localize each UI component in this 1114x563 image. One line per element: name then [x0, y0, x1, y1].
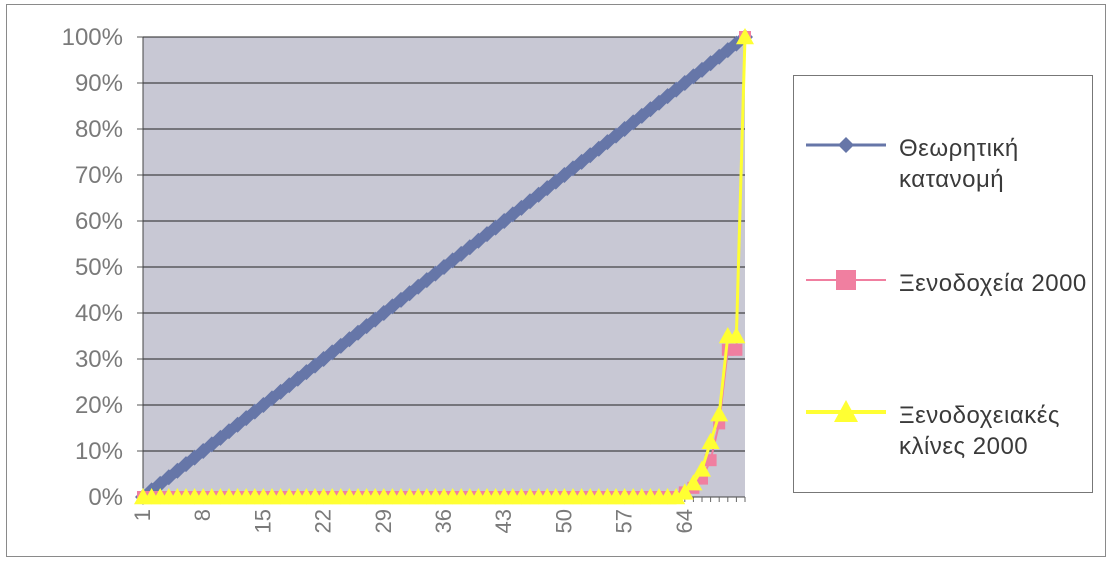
- y-tick-label: 0%: [88, 484, 123, 511]
- legend-item-series-2: Ξενοδοχεία 2000: [806, 266, 1091, 346]
- legend-label-series-1: Θεωρητική κατανομή: [899, 135, 1019, 193]
- x-tick-label: 8: [190, 509, 215, 521]
- series-point-beds: [701, 432, 720, 449]
- series-point-hotels: [730, 343, 743, 356]
- y-tick-label: 40%: [75, 300, 123, 327]
- y-tick-label: 70%: [75, 162, 123, 189]
- y-tick-label: 90%: [75, 70, 123, 97]
- y-tick-label: 60%: [75, 208, 123, 235]
- legend-marker-diamond: [806, 137, 886, 153]
- series-point-hotels: [704, 454, 717, 467]
- legend-label-series-3: Ξενοδοχειακές κλίνες 2000: [899, 402, 1060, 460]
- x-tick-label: 22: [311, 509, 336, 533]
- legend-item-series-3: Ξενοδοχειακές κλίνες 2000: [806, 398, 1091, 478]
- y-tick-label: 100%: [62, 24, 123, 51]
- chart-legend: Θεωρητική κατανομή Ξενοδοχεία 2000 Ξενοδ…: [793, 75, 1093, 493]
- y-tick-label: 10%: [75, 438, 123, 465]
- series-point-beds: [710, 405, 729, 422]
- series-point-beds: [675, 483, 694, 500]
- y-tick-label: 30%: [75, 346, 123, 373]
- series-point-beds: [684, 474, 703, 491]
- series-point-beds: [693, 460, 711, 477]
- y-tick-label: 50%: [75, 254, 123, 281]
- y-tick-label: 80%: [75, 116, 123, 143]
- x-tick-label: 36: [431, 509, 456, 533]
- x-tick-label: 1: [130, 509, 155, 521]
- legend-item-series-1: Θεωρητική κατανομή: [806, 131, 1091, 211]
- legend-marker-square: [806, 270, 886, 290]
- x-tick-label: 29: [371, 509, 396, 533]
- legend-label-series-2: Ξενοδοχεία 2000: [899, 270, 1087, 297]
- x-tick-label: 57: [612, 509, 637, 533]
- series-point-theoretical: [444, 252, 461, 269]
- series-point-beds: [727, 327, 746, 344]
- x-tick-label: 15: [250, 509, 275, 533]
- x-tick-label: 64: [672, 509, 697, 533]
- x-tick-label: 50: [551, 509, 576, 533]
- legend-marker-triangle: [806, 400, 886, 422]
- series-point-theoretical: [694, 61, 710, 78]
- series-point-beds: [736, 28, 754, 45]
- x-tick-label: 43: [491, 509, 516, 533]
- series-point-beds: [667, 488, 686, 505]
- y-tick-label: 20%: [75, 392, 123, 419]
